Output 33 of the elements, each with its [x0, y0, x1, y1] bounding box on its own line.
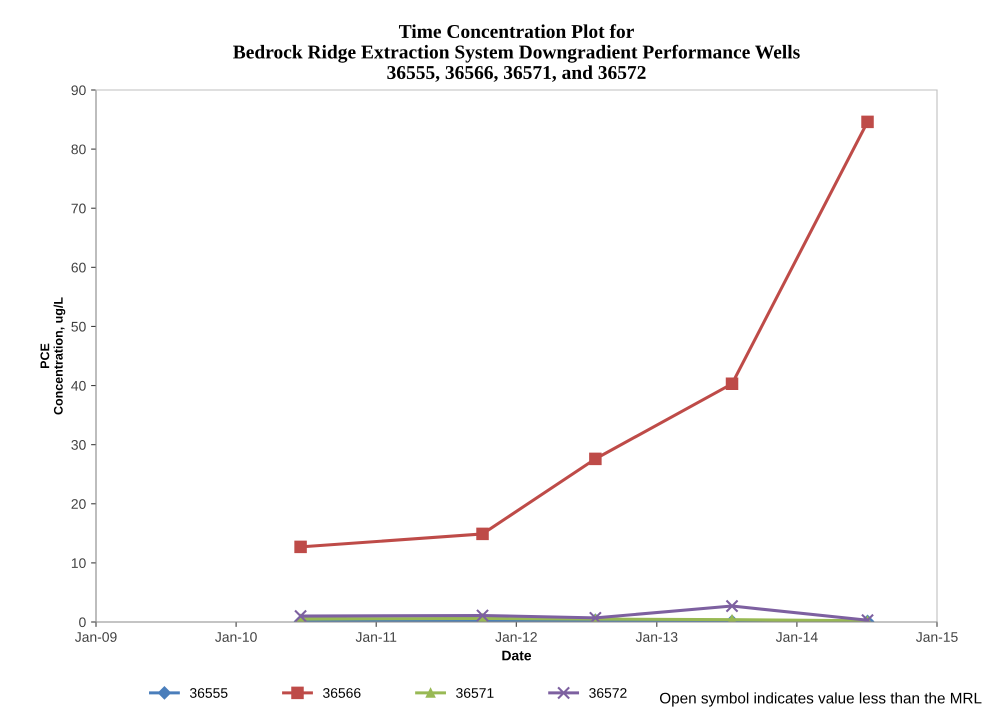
- x-tick-label: Jan-14: [776, 632, 818, 642]
- y-tick-label: 0: [79, 617, 86, 628]
- legend-label: 36571: [456, 688, 494, 698]
- y-tick-label: 80: [71, 144, 86, 154]
- legend-label: 36566: [323, 688, 361, 698]
- chart-title: Time Concentration Plot for Bedrock Ridge Extraction System Downgradient Performance Wells 36555, 36566, 36571, and 36572: [233, 24, 800, 82]
- point: [726, 378, 738, 390]
- point: [476, 608, 490, 622]
- y-tick-label: 50: [71, 322, 86, 332]
- x-tick-label: Jan-11: [356, 632, 396, 642]
- x-tick-label: Jan-13: [636, 632, 678, 642]
- point: [589, 452, 602, 466]
- y-tick-label: 70: [72, 204, 86, 214]
- x-axis-title: Date: [502, 650, 532, 660]
- y-tick-label: 40: [71, 380, 86, 391]
- y-tick-label: 60: [72, 262, 86, 273]
- y-tick-label: 90: [71, 85, 86, 96]
- point: [294, 609, 308, 622]
- legend-label: 36572: [589, 688, 627, 698]
- text: Open symbol indicates value less than the MRL: [660, 692, 982, 707]
- legend-label: 36555: [190, 688, 228, 698]
- y-tick-label: 30: [71, 440, 86, 450]
- point: [861, 116, 874, 128]
- y-tick-label: 10: [72, 558, 86, 568]
- y-axis-title: PCE Concentration, ug/L: [40, 297, 66, 415]
- point: [476, 528, 489, 540]
- y-tick-label: 20: [72, 499, 86, 509]
- x-tick-label: Jan-12: [495, 632, 537, 642]
- point: [294, 540, 307, 554]
- x-tick-label: Jan-10: [215, 632, 257, 642]
- point: [725, 599, 739, 613]
- x-tick-label: Jan-09: [74, 632, 117, 642]
- x-tick-label: Jan-15: [916, 632, 958, 642]
